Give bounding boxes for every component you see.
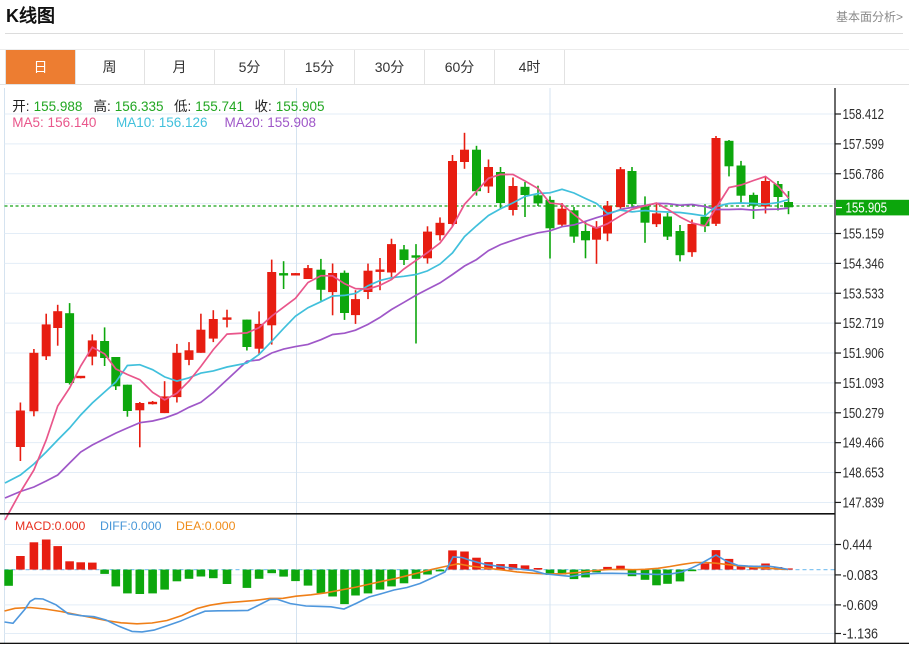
svg-text:154.346: 154.346 [843, 256, 885, 272]
svg-text:-1.136: -1.136 [843, 627, 879, 643]
svg-text:150.279: 150.279 [843, 406, 885, 422]
svg-text:151.093: 151.093 [843, 376, 885, 392]
svg-text:149.466: 149.466 [843, 436, 885, 452]
svg-text:152.719: 152.719 [843, 316, 885, 332]
svg-text:148.653: 148.653 [843, 466, 885, 482]
svg-text:-0.083: -0.083 [843, 568, 879, 584]
svg-text:157.599: 157.599 [843, 137, 885, 153]
svg-text:-0.609: -0.609 [843, 598, 879, 614]
svg-text:0.444: 0.444 [843, 538, 873, 554]
svg-text:155.905: 155.905 [846, 201, 888, 217]
svg-text:147.839: 147.839 [843, 495, 885, 511]
svg-text:153.533: 153.533 [843, 286, 885, 302]
svg-text:156.786: 156.786 [843, 167, 885, 183]
svg-text:158.412: 158.412 [843, 107, 885, 123]
svg-text:155.159: 155.159 [843, 227, 885, 243]
svg-text:151.906: 151.906 [843, 346, 885, 362]
